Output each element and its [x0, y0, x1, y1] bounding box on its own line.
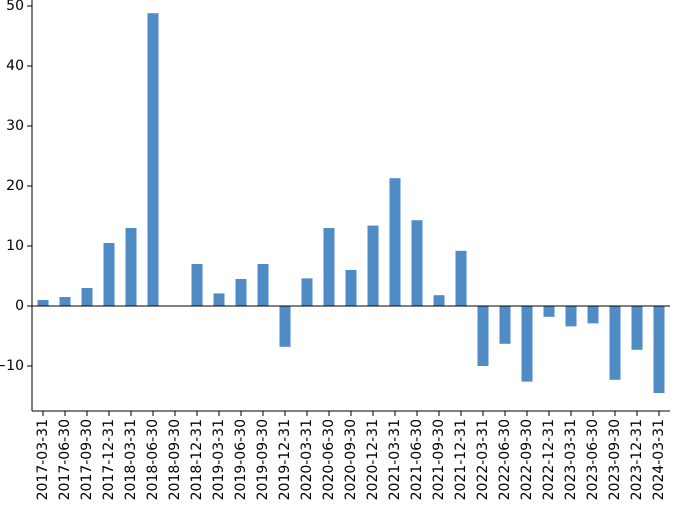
- bars: [37, 13, 665, 393]
- x-tick-label: 2018-12-31: [189, 419, 205, 500]
- x-tick-label: 2017-12-31: [101, 419, 117, 500]
- bar-2018-06-30: [147, 13, 159, 306]
- x-tick-label: 2021-09-30: [431, 419, 447, 500]
- bar-2022-09-30: [521, 306, 533, 382]
- x-tick-label: 2019-03-31: [211, 419, 227, 500]
- bar-2021-03-31: [389, 178, 401, 306]
- bar-2017-12-31: [103, 243, 115, 306]
- x-tick-label: 2018-09-30: [167, 419, 183, 500]
- x-tick-label: 2022-12-31: [541, 419, 557, 500]
- x-tick-label: 2017-06-30: [57, 419, 73, 500]
- bar-2024-03-31: [653, 306, 665, 393]
- x-tick-label: 2017-03-31: [35, 419, 51, 500]
- y-axis-ticks: −10 0 10 20 30 40 50: [0, 0, 32, 374]
- bar-2019-03-31: [213, 293, 225, 306]
- x-tick-label: 2022-06-30: [497, 419, 513, 500]
- y-tick-label: 20: [6, 178, 24, 194]
- x-tick-label: 2022-03-31: [475, 419, 491, 500]
- bar-2020-09-30: [345, 270, 357, 306]
- x-tick-label: 2020-09-30: [343, 419, 359, 500]
- bar-2023-06-30: [587, 306, 599, 324]
- x-tick-label: 2019-06-30: [233, 419, 249, 500]
- bar-2020-03-31: [301, 278, 313, 306]
- bar-2023-09-30: [609, 306, 621, 380]
- bar-2017-06-30: [59, 297, 71, 306]
- x-axis-ticks: 2017-03-31 2017-06-30 2017-09-30 2017-12-31…: [35, 411, 667, 500]
- x-tick-label: 2021-03-31: [387, 419, 403, 500]
- bar-2020-06-30: [323, 228, 335, 306]
- bar-2019-12-31: [279, 306, 291, 347]
- x-tick-label: 2023-06-30: [585, 419, 601, 500]
- y-tick-label: 10: [6, 238, 24, 254]
- bar-2023-03-31: [565, 306, 577, 327]
- x-tick-label: 2023-03-31: [563, 419, 579, 500]
- x-tick-label: 2020-06-30: [321, 419, 337, 500]
- x-tick-label: 2018-06-30: [145, 419, 161, 500]
- bar-2021-06-30: [411, 220, 423, 306]
- x-tick-label: 2020-12-31: [365, 419, 381, 500]
- x-tick-label: 2019-12-31: [277, 419, 293, 500]
- bar-2021-12-31: [455, 250, 467, 306]
- bar-2018-03-31: [125, 228, 137, 306]
- bar-2019-06-30: [235, 279, 247, 306]
- y-tick-label: 50: [6, 0, 24, 14]
- bar-2023-12-31: [631, 306, 643, 350]
- x-tick-label: 2023-09-30: [607, 419, 623, 500]
- x-tick-label: 2017-09-30: [79, 419, 95, 500]
- y-tick-label: −10: [0, 358, 24, 374]
- x-tick-label: 2023-12-31: [629, 419, 645, 500]
- y-tick-label: 40: [6, 58, 24, 74]
- bar-2019-09-30: [257, 264, 269, 306]
- y-tick-label: 30: [6, 118, 24, 134]
- bar-2017-09-30: [81, 288, 93, 306]
- y-tick-label: 0: [15, 298, 24, 314]
- bar-2022-03-31: [477, 306, 489, 366]
- x-tick-label: 2019-09-30: [255, 419, 271, 500]
- bar-2022-12-31: [543, 306, 555, 317]
- bar-2018-12-31: [191, 264, 203, 306]
- x-tick-label: 2018-03-31: [123, 419, 139, 500]
- x-tick-label: 2022-09-30: [519, 419, 535, 500]
- x-tick-label: 2021-06-30: [409, 419, 425, 500]
- bar-2020-12-31: [367, 225, 379, 306]
- bar-2021-09-30: [433, 295, 445, 306]
- x-tick-label: 2020-03-31: [299, 419, 315, 500]
- bar-2017-03-31: [37, 300, 49, 306]
- bar-2022-06-30: [499, 306, 511, 344]
- x-tick-label: 2024-03-31: [651, 419, 667, 500]
- x-tick-label: 2021-12-31: [453, 419, 469, 500]
